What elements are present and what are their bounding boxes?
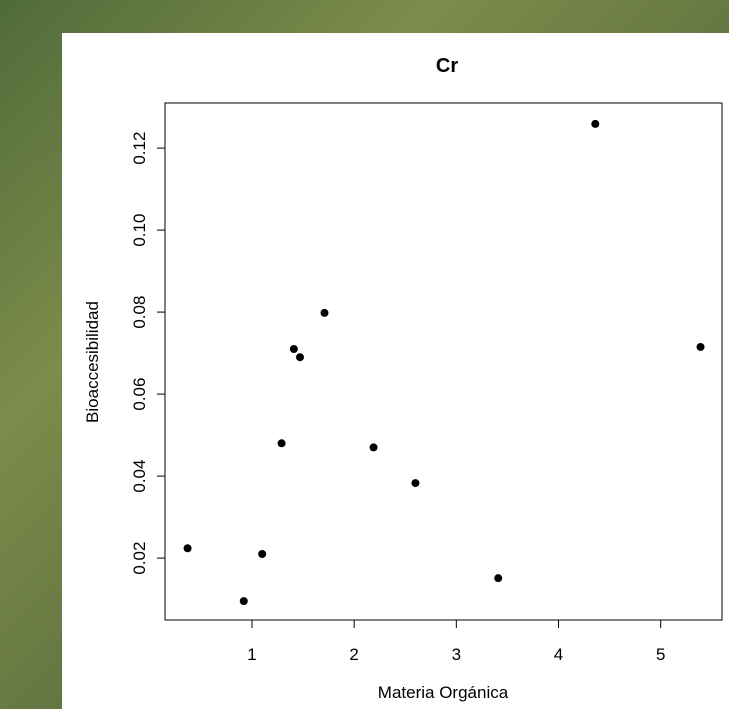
x-tick-label: 4 bbox=[554, 645, 563, 664]
x-axis-label: Materia Orgánica bbox=[378, 683, 509, 702]
point bbox=[320, 308, 329, 317]
point bbox=[239, 597, 248, 606]
y-tick-label: 0.04 bbox=[130, 460, 149, 493]
x-tick-label: 5 bbox=[656, 645, 665, 664]
x-tick-label: 2 bbox=[349, 645, 358, 664]
point bbox=[289, 344, 298, 353]
point bbox=[183, 544, 192, 553]
point bbox=[591, 119, 600, 128]
chart-title: Cr bbox=[436, 55, 458, 77]
y-tick-label: 0.10 bbox=[130, 214, 149, 247]
point bbox=[277, 439, 286, 448]
point bbox=[369, 443, 378, 452]
x-tick-label: 3 bbox=[452, 645, 461, 664]
plot-box bbox=[164, 102, 723, 621]
plot-panel bbox=[62, 33, 729, 709]
y-axis-label: Bioaccesibilidad bbox=[83, 301, 102, 423]
y-tick-label: 0.08 bbox=[130, 296, 149, 329]
point bbox=[494, 574, 503, 583]
point bbox=[258, 549, 267, 558]
x-tick-label: 1 bbox=[247, 645, 256, 664]
point bbox=[295, 353, 304, 362]
point bbox=[696, 342, 705, 351]
y-tick-label: 0.06 bbox=[130, 378, 149, 411]
y-tick-label: 0.02 bbox=[130, 542, 149, 575]
y-tick-label: 0.12 bbox=[130, 132, 149, 165]
point bbox=[411, 479, 420, 488]
